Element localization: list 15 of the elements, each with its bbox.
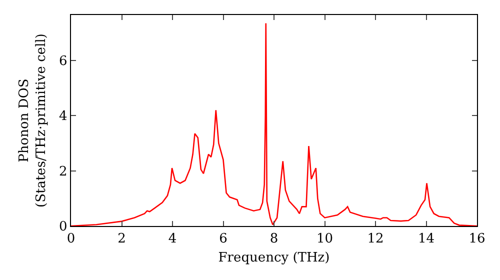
x-tick-label: 2 [118, 232, 126, 247]
x-tick-label: 10 [316, 232, 334, 247]
y-tick-label: 0 [59, 220, 68, 235]
x-axis-title: Frequency (THz) [218, 250, 330, 266]
y-tick-label: 6 [59, 54, 68, 70]
x-tick-label: 16 [468, 232, 486, 247]
x-tick-label: 14 [418, 232, 435, 247]
y-axis-title: Phonon DOS (States/THz·primitive cell) [17, 33, 49, 208]
line-series [71, 22, 477, 226]
x-tick-label: 6 [219, 232, 228, 247]
y-tick-label: 4 [59, 109, 68, 124]
x-tick-label: 4 [168, 232, 177, 247]
x-tick-label: 8 [270, 232, 278, 247]
y-tick-label: 2 [59, 164, 68, 180]
x-tick-label: 12 [367, 232, 384, 247]
